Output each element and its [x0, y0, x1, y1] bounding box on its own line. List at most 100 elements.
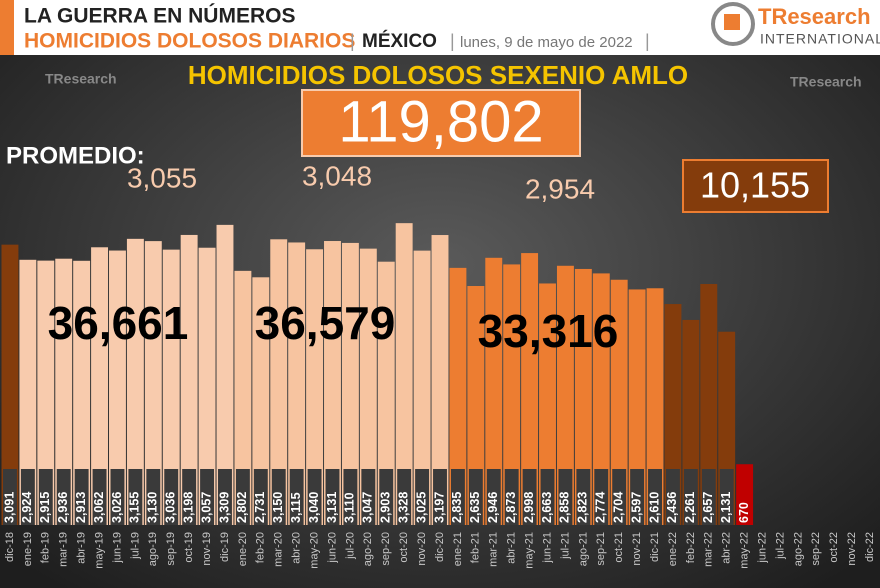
bar [91, 247, 109, 525]
value-label: 2,597 [629, 492, 643, 523]
value-label: 3,040 [307, 492, 321, 523]
x-tick-label: jun-21 [541, 532, 553, 564]
label-bg [128, 469, 143, 525]
label-bg [74, 469, 89, 525]
label-bg [719, 469, 734, 525]
x-tick-label: nov-19 [201, 532, 213, 566]
value-label: 3,091 [2, 492, 16, 523]
label-bg [361, 469, 376, 525]
x-tick-label: dic-19 [219, 532, 231, 562]
separator: | [450, 31, 455, 51]
label-bg [200, 469, 215, 525]
bar [485, 257, 503, 525]
bar [144, 241, 162, 525]
x-tick-label: sep-21 [595, 532, 607, 566]
x-tick-label: jun-19 [111, 532, 123, 564]
logo-sub: INTERNATIONAL [760, 31, 880, 47]
label-bg [415, 469, 430, 525]
label-bg [504, 469, 519, 525]
total-box [301, 89, 581, 157]
bar [628, 289, 646, 525]
value-label: 670 [737, 502, 751, 523]
x-tick-label: nov-20 [416, 532, 428, 566]
x-tick-label: may-20 [308, 532, 320, 569]
bar [449, 267, 467, 525]
chart-title: HOMICIDIOS DOLOSOS SEXENIO AMLO [188, 60, 688, 90]
logo-icon [711, 2, 755, 46]
bar [126, 238, 144, 526]
label-bg [289, 469, 304, 525]
x-tick-label: abr-21 [506, 532, 518, 564]
bar [324, 241, 341, 525]
value-label: 3,115 [289, 492, 303, 523]
total: 119,802 [338, 89, 543, 154]
bar [216, 224, 234, 525]
bar [180, 234, 198, 525]
average: 3,048 [302, 160, 372, 191]
bar [521, 253, 539, 525]
x-tick-label: mar-19 [58, 532, 70, 567]
value-label: 2,946 [486, 492, 500, 523]
bar [162, 249, 180, 525]
x-tick-label: ene-22 [667, 532, 679, 566]
value-label: 3,130 [146, 492, 160, 523]
label-bg [253, 469, 268, 525]
bar [359, 248, 377, 526]
period-total: 33,316 [478, 305, 619, 357]
x-tick-label: ene-19 [22, 532, 34, 566]
bar [539, 283, 556, 525]
value-label: 2,704 [611, 492, 625, 523]
x-tick-label: jul-19 [129, 532, 141, 560]
label-bg [450, 469, 465, 525]
value-label: 2,835 [450, 492, 464, 523]
label-bg [701, 469, 716, 525]
value-label: 2,261 [683, 492, 697, 523]
x-tick-label: nov-22 [846, 532, 858, 566]
value-label: 2,924 [20, 492, 34, 523]
label-bg [235, 469, 250, 525]
x-tick-label: sep-22 [810, 532, 822, 566]
x-tick-label: oct-21 [613, 532, 625, 563]
x-tick-label: oct-20 [398, 532, 410, 563]
value-label: 2,436 [665, 492, 679, 523]
value-label: 2,998 [522, 492, 536, 523]
value-label: 3,026 [110, 492, 124, 523]
bar [556, 265, 574, 525]
label-bg [218, 469, 232, 525]
value-label: 2,657 [701, 492, 715, 523]
bar [306, 249, 324, 525]
x-tick-label: ene-21 [452, 532, 464, 566]
bar [467, 286, 485, 525]
label-bg [630, 469, 645, 525]
bar [503, 264, 521, 525]
x-tick-label: abr-19 [76, 532, 88, 564]
bar [1, 244, 19, 525]
value-label: 3,198 [181, 492, 195, 523]
bar [234, 270, 252, 525]
bar [431, 235, 449, 525]
logo-text: TResearch [758, 4, 871, 29]
value-label: 3,131 [325, 492, 339, 523]
label-bg [271, 469, 286, 525]
value-label: 2,663 [540, 492, 554, 523]
x-tick-label: jun-20 [326, 532, 338, 564]
header-title: LA GUERRA EN NÚMEROS [24, 4, 295, 28]
label-bg [56, 469, 71, 525]
average: 3,055 [127, 162, 197, 193]
bar [109, 250, 126, 525]
label-bg [325, 469, 340, 525]
value-label: 3,309 [217, 492, 231, 523]
value-label: 2,802 [235, 492, 249, 523]
x-tick-label: feb-20 [255, 532, 267, 563]
x-tick-label: mar-20 [273, 532, 285, 567]
x-tick-label: ago-19 [147, 532, 159, 566]
bar [270, 239, 288, 526]
bar [395, 223, 413, 526]
label-bg [397, 469, 412, 525]
x-tick-label: dic-22 [864, 532, 876, 562]
logo-icon [724, 14, 740, 30]
value-label: 3,110 [343, 492, 357, 523]
label-bg [665, 469, 680, 525]
value-label: 2,774 [594, 492, 608, 523]
label-bg [683, 469, 698, 525]
